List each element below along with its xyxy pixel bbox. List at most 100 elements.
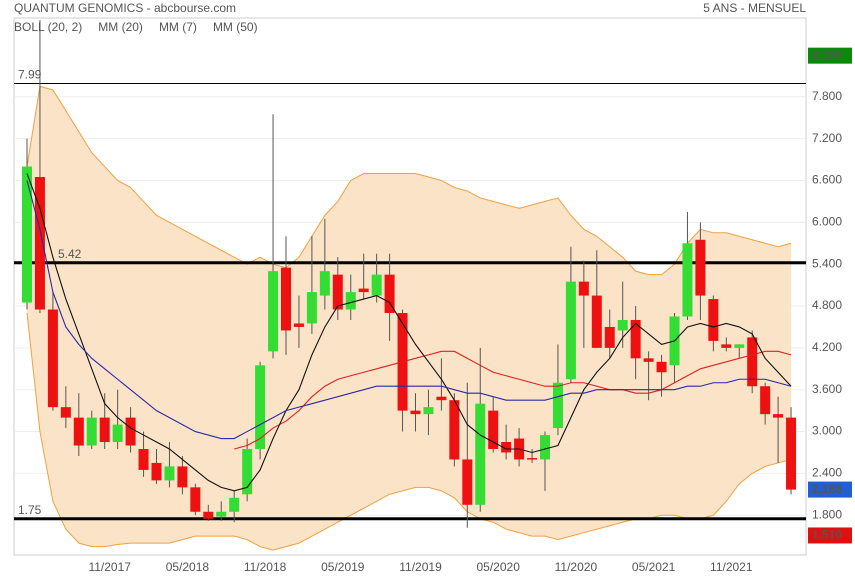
x-tick-label: 11/2021	[710, 560, 753, 574]
candle-body	[682, 243, 693, 317]
candle-body	[293, 323, 304, 327]
support-label: 5.42	[58, 247, 82, 261]
candle-body	[578, 281, 589, 296]
candle-body	[488, 410, 499, 449]
candle-body	[475, 403, 486, 505]
candle-body	[229, 497, 240, 512]
support-label: 7.99	[18, 68, 42, 82]
candle-body	[760, 386, 771, 415]
candle-body	[358, 288, 369, 293]
candle-body	[462, 459, 473, 505]
candle-body	[552, 382, 563, 429]
candle-body	[164, 466, 175, 481]
bollinger-fill	[27, 86, 792, 551]
candle-body	[332, 274, 343, 310]
candle-body	[151, 462, 162, 481]
candle-body	[60, 407, 71, 418]
candle-body	[527, 458, 538, 460]
price-tag	[808, 481, 852, 498]
x-tick-label: 05/2020	[477, 560, 521, 574]
y-tick-label: 3.600	[812, 382, 842, 396]
candle-body	[630, 319, 641, 359]
candle-body	[112, 424, 123, 443]
moving-average	[234, 350, 792, 450]
bollinger-line	[26, 85, 792, 276]
price-tag	[808, 527, 852, 544]
candle-body	[410, 410, 421, 415]
candle-body	[565, 281, 576, 380]
y-tick-label: 4.800	[812, 298, 842, 312]
price-tag-label: 2.168	[812, 482, 842, 496]
x-tick-label: 05/2019	[321, 560, 365, 574]
legend-entry: MM (7)	[159, 20, 197, 34]
x-tick-label: 11/2017	[88, 560, 131, 574]
candle-body	[86, 417, 97, 446]
candle-body	[371, 274, 382, 296]
candle-body	[384, 274, 395, 314]
moving-average	[26, 173, 792, 492]
candle-body	[436, 396, 447, 401]
y-tick-label: 5.400	[812, 256, 842, 270]
y-tick-label: 2.400	[812, 466, 842, 480]
candle-body	[203, 511, 214, 519]
chart-subtitle: 5 ANS - MENSUEL	[703, 1, 806, 15]
candle-body	[604, 326, 615, 348]
candle-body	[591, 295, 602, 348]
y-tick-label: 3.000	[812, 424, 842, 438]
legend: BOLL (20, 2) MM (20) MM (7) MM (50)	[14, 20, 258, 34]
candle-body	[281, 267, 291, 331]
x-tick-label: 05/2021	[632, 560, 676, 574]
plot-frame	[13, 17, 807, 556]
price-tag	[808, 47, 852, 64]
price-tag-label: 8.390	[812, 48, 842, 62]
candle-body	[242, 448, 253, 495]
legend-entry: BOLL (20, 2)	[14, 20, 82, 34]
candle-body	[216, 511, 227, 517]
x-tick-label: 11/2018	[244, 560, 287, 574]
y-tick-label: 6.000	[812, 215, 842, 229]
candle-body	[695, 239, 706, 296]
y-tick-label: 6.600	[812, 173, 842, 187]
candle-body	[643, 358, 654, 362]
support-label: 1.75	[18, 503, 42, 517]
candle-body	[708, 299, 719, 341]
legend-entry: MM (50)	[213, 20, 258, 34]
candle-body	[656, 361, 667, 373]
candle-body	[721, 344, 732, 348]
price-tag-label: 1.510	[812, 528, 842, 542]
candle-body	[747, 337, 758, 387]
candle-body	[22, 166, 32, 303]
x-tick-label: 11/2019	[399, 560, 442, 574]
candle-body	[306, 292, 317, 324]
candle-body	[138, 448, 149, 470]
candle-body	[786, 417, 797, 490]
candle-body	[47, 309, 58, 408]
candle-body	[255, 365, 266, 449]
candle-body	[268, 271, 279, 352]
candle-body	[449, 400, 460, 460]
candle-body	[540, 435, 550, 460]
y-tick-label: 4.200	[812, 340, 842, 354]
moving-average	[26, 180, 792, 440]
x-tick-label: 05/2018	[166, 560, 210, 574]
y-tick-label: 7.200	[812, 131, 842, 145]
candle-body	[423, 407, 434, 415]
y-tick-label: 7.800	[812, 89, 842, 103]
x-tick-label: 11/2020	[555, 560, 598, 574]
candle-body	[190, 487, 201, 512]
candle-body	[319, 271, 330, 296]
candle-body	[99, 417, 110, 443]
candle-body	[125, 417, 136, 446]
candle-body	[34, 177, 45, 310]
y-tick-label: 1.800	[812, 507, 842, 521]
candle-body	[73, 417, 84, 446]
candle-body	[345, 292, 356, 310]
bollinger-line	[26, 312, 792, 551]
candle-body	[617, 319, 628, 331]
candle-body	[501, 442, 512, 453]
candle-body	[734, 344, 745, 348]
candle-body	[773, 414, 784, 418]
chart-title: QUANTUM GENOMICS - abcbourse.com	[14, 1, 236, 15]
